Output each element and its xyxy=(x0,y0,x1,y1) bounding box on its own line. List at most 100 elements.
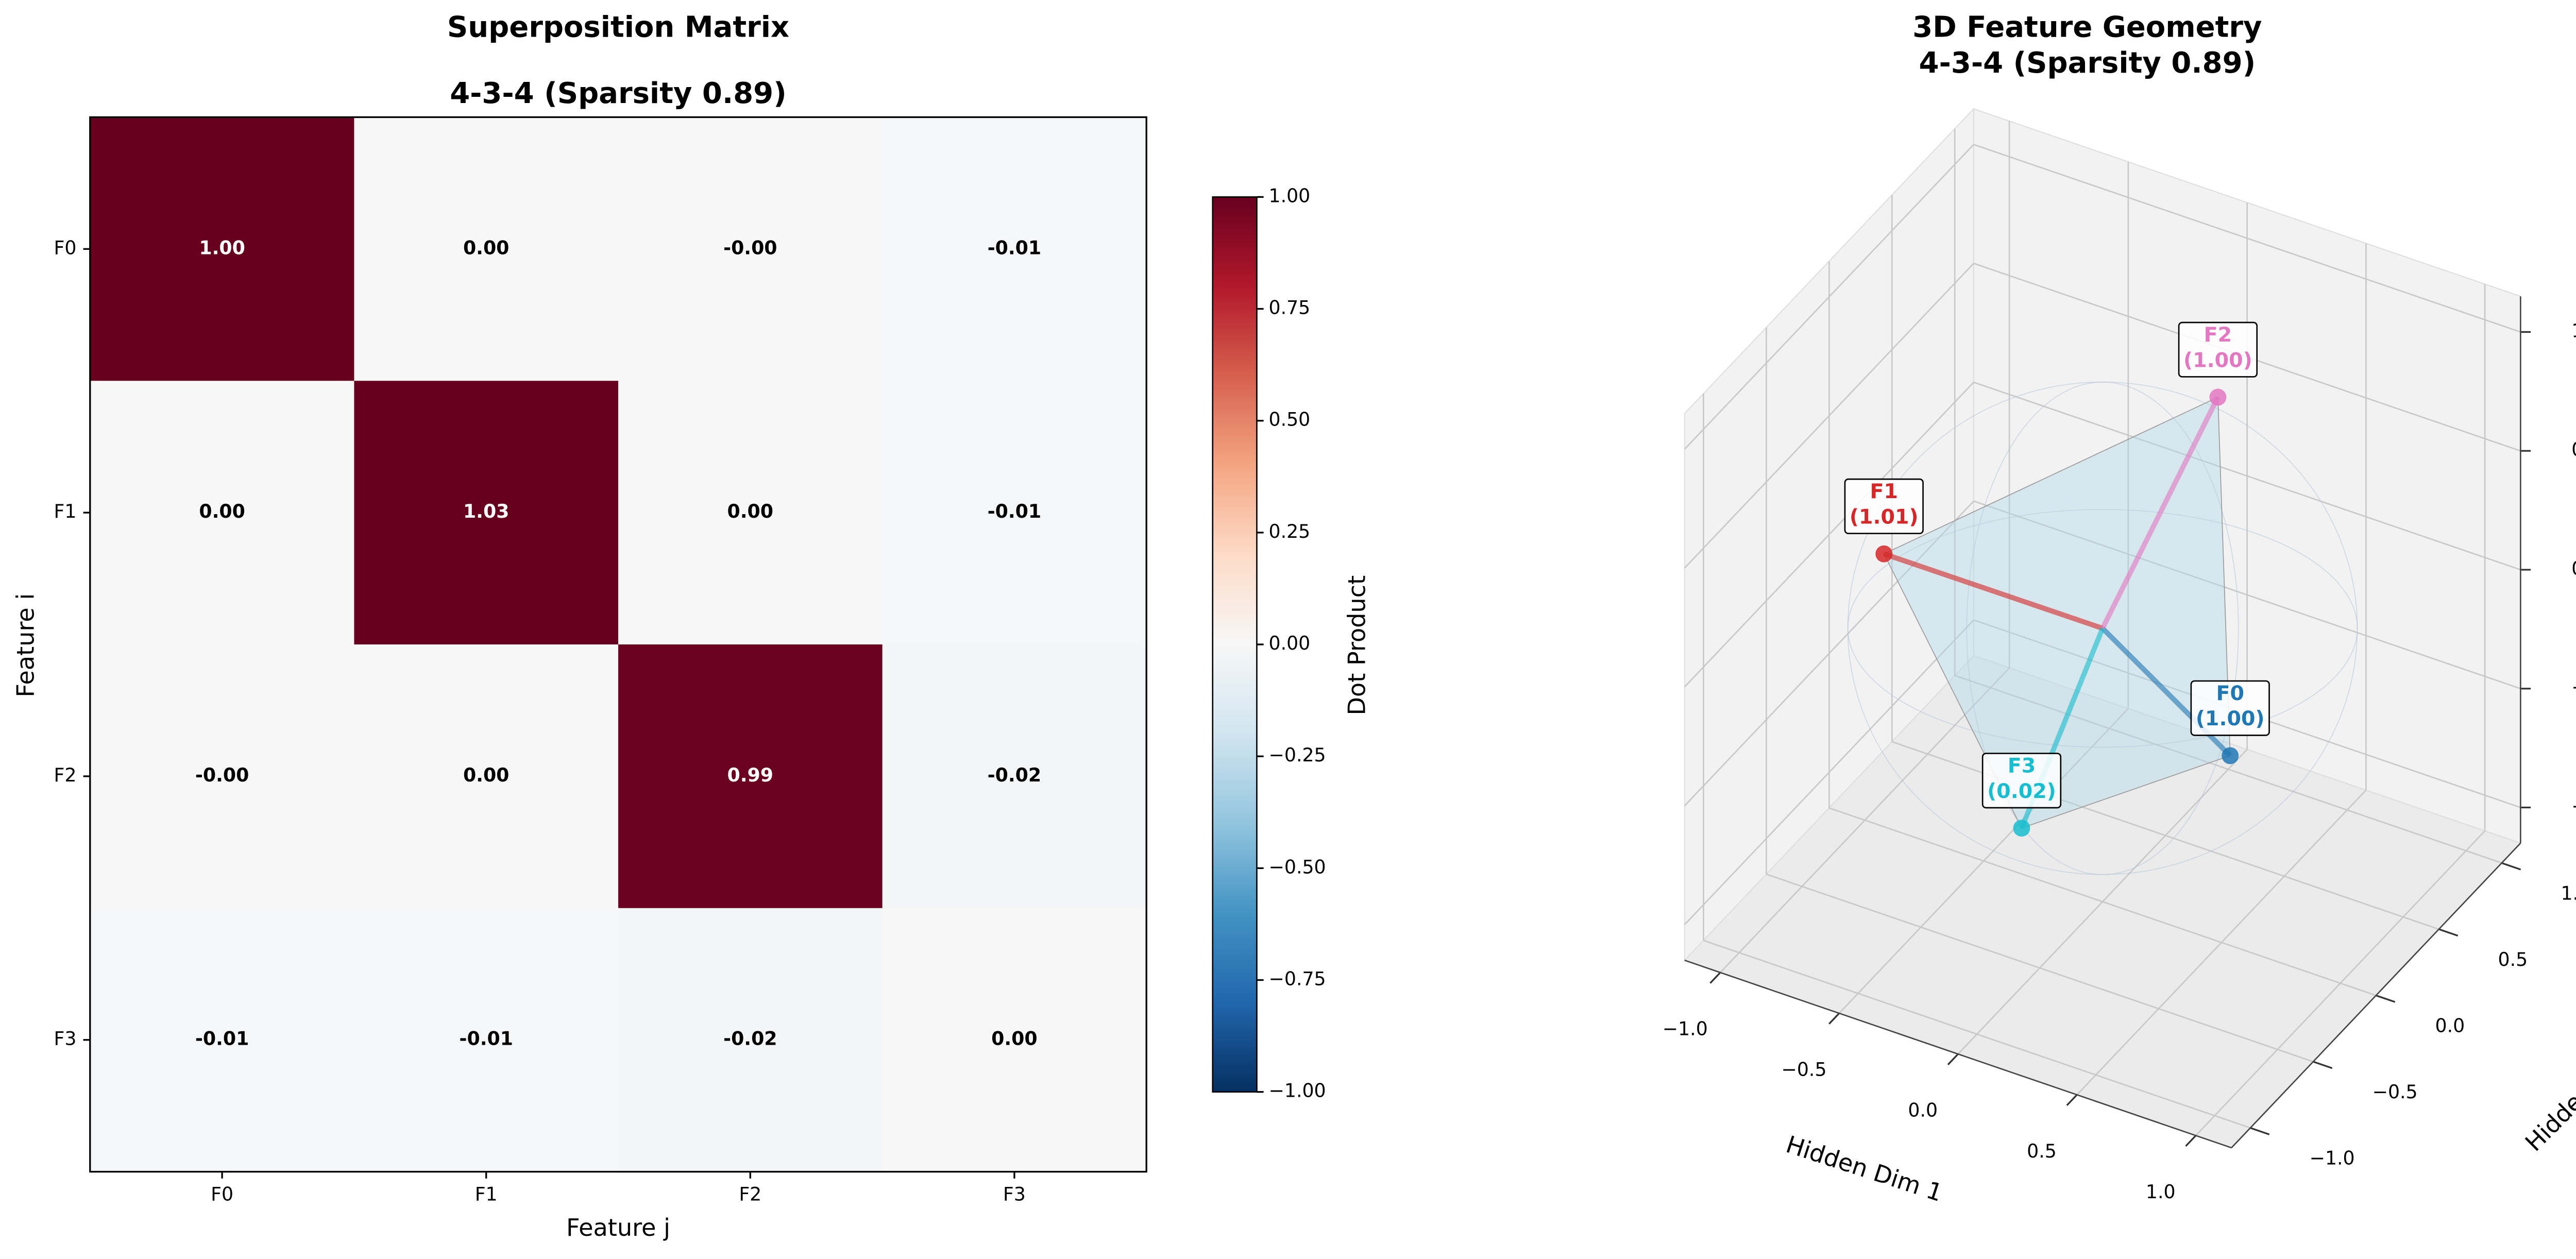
heatmap-cell xyxy=(90,381,355,645)
y-tick-label: −0.5 xyxy=(2372,1081,2418,1103)
cell-label: 0.00 xyxy=(991,1028,1037,1050)
colorbar-tick-label: −1.00 xyxy=(1269,1080,1326,1102)
x-tick-label: F1 xyxy=(475,1183,498,1205)
x-tick xyxy=(2066,1094,2078,1106)
x-tick-label: F2 xyxy=(739,1183,761,1205)
z-tick-label: −0.5 xyxy=(2571,676,2576,699)
cell-label: 0.00 xyxy=(727,500,773,522)
y-tick xyxy=(2250,1127,2270,1135)
point-norm: (1.01) xyxy=(1850,505,1919,529)
feature-vector xyxy=(1883,551,2104,631)
heatmap-cell xyxy=(882,644,1147,909)
heatmap-cell xyxy=(882,908,1147,1173)
y-tick-label: F3 xyxy=(54,1028,76,1050)
cell-label: -0.00 xyxy=(723,236,777,259)
x-tick-label: 1.0 xyxy=(2146,1181,2176,1203)
grid-line xyxy=(1973,500,2521,689)
grid-line xyxy=(1684,619,1974,925)
heatmap-cell xyxy=(354,381,619,645)
cell-label: 0.00 xyxy=(463,764,509,786)
z-tick-label: 1.0 xyxy=(2571,319,2576,342)
cell-label: 0.00 xyxy=(199,500,245,522)
geometry-title: 3D Feature Geometry xyxy=(1912,11,2262,44)
y-tick-label: 0.5 xyxy=(2498,948,2528,971)
feature-point xyxy=(2222,747,2239,764)
grid-line xyxy=(1684,382,1974,688)
feature-point xyxy=(2209,388,2227,406)
x-tick-label: F0 xyxy=(211,1183,233,1205)
heatmap-cell xyxy=(90,908,355,1173)
axes-frame xyxy=(89,116,1147,1173)
y-tick-label: 0.0 xyxy=(2435,1015,2465,1037)
y-axis-label: Hidden Dim 2 xyxy=(2520,1022,2576,1156)
colorbar-tick-label: −0.75 xyxy=(1269,967,1326,990)
geometry-subtitle: 4-3-4 (Sparsity 0.89) xyxy=(1919,46,2256,80)
x-tick-label: F3 xyxy=(1003,1183,1026,1205)
cell-label: -0.01 xyxy=(988,500,1041,522)
label-box xyxy=(1844,478,1924,534)
x-tick-label: 0.5 xyxy=(2027,1140,2057,1162)
grid-line xyxy=(1684,263,1974,569)
point-name: F1 xyxy=(1870,480,1899,503)
cell-label: -0.02 xyxy=(723,1028,777,1050)
colorbar-tick-label: 0.50 xyxy=(1269,409,1311,431)
colorbar xyxy=(1212,196,1258,1093)
y-tick xyxy=(2313,1061,2333,1069)
cell-label: -0.01 xyxy=(195,1028,249,1050)
point-name: F3 xyxy=(2008,754,2036,777)
point-name: F2 xyxy=(2204,323,2232,347)
colorbar-tick-label: 0.75 xyxy=(1269,297,1311,319)
grid-line xyxy=(1703,940,2251,1129)
heatmap-cell xyxy=(618,117,884,382)
x-tick xyxy=(1709,972,1721,984)
heatmap-cell xyxy=(90,644,355,909)
label-box xyxy=(2178,321,2258,378)
cell-label: 1.03 xyxy=(463,500,509,522)
z-tick-label: −1.0 xyxy=(2571,795,2576,817)
cell-label: -0.01 xyxy=(988,236,1041,259)
x-tick xyxy=(1947,1053,1959,1065)
cell-label: -0.02 xyxy=(988,764,1041,786)
x-tick-label: −1.0 xyxy=(1663,1017,1708,1040)
y-tick-label: F1 xyxy=(54,500,76,522)
grid-line xyxy=(1973,381,2521,571)
heatmap-cell xyxy=(354,908,619,1173)
heatmap-cell xyxy=(618,644,884,909)
heatmap-cell xyxy=(882,381,1147,645)
grid-line xyxy=(1684,144,1974,450)
cell-label: 0.00 xyxy=(463,236,509,259)
colorbar-tick-label: −0.25 xyxy=(1269,744,1326,766)
feature-vector xyxy=(2100,396,2221,630)
point-name: F0 xyxy=(2216,682,2244,705)
heatmap-title: Superposition Matrix xyxy=(447,11,789,44)
y-tick xyxy=(2501,862,2521,871)
point-norm: (0.02) xyxy=(1987,779,2056,803)
heatmap-cell xyxy=(618,908,884,1173)
x-tick xyxy=(1828,1012,1840,1025)
colorbar-tick-label: 0.25 xyxy=(1269,520,1311,542)
cell-label: 0.99 xyxy=(727,764,773,786)
sphere xyxy=(1966,381,2239,875)
cell-label: 1.00 xyxy=(199,236,245,259)
x-axis-label: Hidden Dim 1 xyxy=(1783,1130,1946,1207)
heatmap-cell xyxy=(882,117,1147,382)
grid-line xyxy=(1954,675,2502,864)
heatmap-cell xyxy=(90,117,355,382)
feature-point xyxy=(1875,545,1893,563)
heatmap-cell xyxy=(354,117,619,382)
y-tick xyxy=(2438,928,2459,937)
colorbar-tick-label: 1.00 xyxy=(1269,184,1311,207)
heatmap-subtitle: 4-3-4 (Sparsity 0.89) xyxy=(450,77,787,110)
grid-line xyxy=(1684,500,1974,807)
point-norm: (1.00) xyxy=(2196,707,2265,730)
y-axis-line xyxy=(2231,842,2521,1148)
feature-point xyxy=(2013,820,2030,837)
grid-line xyxy=(1766,873,2314,1063)
label-box xyxy=(1981,753,2062,809)
colorbar-tick-label: 0.00 xyxy=(1269,632,1311,654)
x-axis-label: Feature j xyxy=(566,1214,670,1241)
y-tick-label: 1.0 xyxy=(2561,882,2576,904)
y-tick-label: F2 xyxy=(54,764,76,786)
